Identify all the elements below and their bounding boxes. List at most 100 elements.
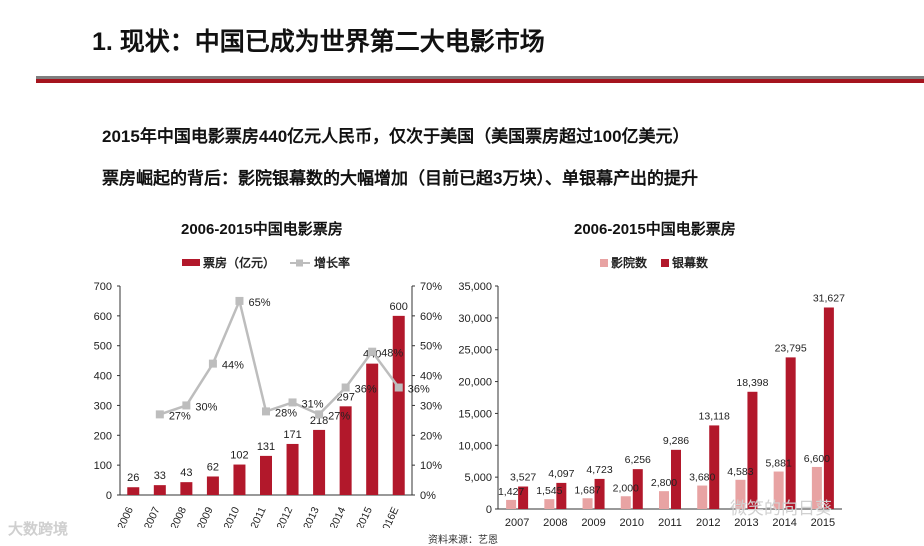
chart2-bar-screens bbox=[594, 478, 605, 509]
chart1-growth-label: 36% bbox=[408, 384, 430, 396]
chart2-x-tick-label: 2010 bbox=[620, 517, 644, 528]
chart2-y-tick-label: 20,000 bbox=[458, 377, 492, 389]
legend-swatch-bar bbox=[182, 259, 200, 266]
chart2-y-tick-label: 10,000 bbox=[458, 440, 492, 452]
chart1-growth-point bbox=[155, 410, 164, 419]
chart1-bar bbox=[392, 315, 405, 495]
chart1-x-tick-label: 2010 bbox=[221, 505, 242, 528]
chart1-bar-label: 600 bbox=[390, 301, 408, 313]
chart1-legend-revenue: 票房（亿元） bbox=[182, 254, 275, 271]
chart2-label-cinemas: 6,600 bbox=[804, 453, 830, 465]
watermark-right: 微笑的向日葵 bbox=[730, 499, 832, 518]
chart1-bar bbox=[339, 406, 352, 495]
legend-label-cinemas: 影院数 bbox=[611, 256, 648, 270]
chart1-x-tick-label: 2007 bbox=[142, 505, 163, 528]
chart1-y-tick-label: 600 bbox=[94, 311, 112, 323]
chart2-bar-screens bbox=[823, 307, 834, 509]
chart1-y-tick-label: 700 bbox=[94, 281, 112, 293]
chart2-label-cinemas: 4,583 bbox=[727, 466, 753, 478]
chart2-label-screens: 23,795 bbox=[775, 342, 807, 354]
chart1-bar-label: 102 bbox=[230, 450, 248, 462]
chart2-x-tick-label: 2009 bbox=[581, 517, 605, 528]
chart1-y-tick-label: 0 bbox=[106, 490, 112, 502]
chart2-x-tick-label: 2013 bbox=[734, 517, 758, 528]
summary-line-1: 2015年中国电影票房440亿元人民币，仅次于美国（美国票房超过100亿美元） bbox=[102, 127, 690, 146]
chart2-x-tick-label: 2008 bbox=[543, 517, 567, 528]
legend-label-screens: 银幕数 bbox=[672, 256, 709, 270]
chart2-y-tick-label: 15,000 bbox=[458, 408, 492, 420]
chart2-bar-screens bbox=[671, 449, 681, 509]
chart1-y2-tick-label: 0% bbox=[420, 490, 436, 502]
legend-swatch-screens bbox=[661, 258, 670, 267]
chart2-plot: 0 5,000 10,000 15,000 20,000 25,000 30,000 35,0… bbox=[458, 281, 845, 528]
legend-swatch-line bbox=[290, 259, 311, 266]
chart1-y2-tick-label: 30% bbox=[420, 400, 442, 412]
chart2-label-cinemas: 2,800 bbox=[651, 477, 677, 489]
chart1-x-tick-label: 2015 bbox=[354, 505, 375, 528]
chart1-growth-point bbox=[262, 407, 270, 416]
chart1-x-tick-label: 2014 bbox=[328, 505, 349, 528]
chart2-label-cinemas: 1,427 bbox=[498, 486, 524, 498]
chart2-bar-cinemas bbox=[659, 491, 669, 509]
chart2-bar-cinemas bbox=[735, 479, 746, 509]
source-note: 资料来源：艺恩 bbox=[428, 535, 498, 546]
chart1-y-tick-label: 400 bbox=[94, 371, 112, 383]
chart2-bar-screens bbox=[709, 425, 720, 509]
chart2-label-screens: 13,118 bbox=[699, 410, 730, 422]
chart2-label-screens: 4,097 bbox=[548, 468, 574, 480]
chart2-bar-screens bbox=[632, 469, 643, 509]
chart2-label-cinemas: 2,000 bbox=[613, 482, 639, 494]
chart2-bar-cinemas bbox=[544, 499, 555, 509]
chart1-bar-label: 33 bbox=[154, 470, 166, 482]
chart1-growth-point bbox=[235, 296, 244, 305]
chart1-bar bbox=[180, 482, 193, 495]
chart1-y2-tick-label: 10% bbox=[420, 460, 442, 472]
chart2-label-cinemas: 1,545 bbox=[536, 485, 562, 497]
chart2-bar-screens bbox=[747, 391, 758, 509]
chart1-bar-label: 43 bbox=[180, 467, 192, 479]
chart2-bar-cinemas bbox=[620, 496, 631, 509]
chart1-bar-label: 26 bbox=[127, 472, 139, 484]
chart2-label-cinemas: 3,680 bbox=[689, 472, 715, 484]
chart1-growth-label: 48% bbox=[381, 348, 403, 360]
legend-label-growth: 增长率 bbox=[314, 256, 351, 270]
chart2-legend-screens: 银幕数 bbox=[661, 254, 708, 271]
watermark-left: 大数跨境 bbox=[8, 521, 69, 538]
chart1-bar-label: 62 bbox=[207, 461, 219, 473]
chart1-growth-point bbox=[208, 359, 217, 368]
chart1-x-tick-label: 2013 bbox=[301, 505, 322, 528]
chart2-y-tick-label: 30,000 bbox=[458, 313, 492, 325]
legend-swatch-cinemas bbox=[600, 258, 608, 267]
chart1-bar-label: 218 bbox=[310, 415, 328, 427]
chart1-bar bbox=[233, 464, 246, 495]
chart2-title: 2006-2015中国电影票房 bbox=[574, 221, 736, 238]
chart2-x-tick-label: 2007 bbox=[505, 517, 529, 528]
chart1-growth-label: 30% bbox=[195, 401, 217, 413]
chart1-y2-tick-label: 50% bbox=[420, 341, 442, 353]
chart2-label-screens: 6,256 bbox=[625, 454, 651, 466]
chart1-x-tick-label: 2008 bbox=[168, 505, 189, 528]
chart2-label-cinemas: 1,687 bbox=[574, 484, 600, 496]
chart1-growth-label: 27% bbox=[328, 410, 350, 422]
chart1-legend-growth: 增长率 bbox=[289, 254, 350, 271]
chart1-x-tick-label: 2016E bbox=[378, 505, 402, 528]
chart1-growth-label: 28% bbox=[275, 407, 297, 419]
chart1-y2-tick-label: 60% bbox=[420, 311, 442, 323]
chart2-label-screens: 9,286 bbox=[663, 435, 689, 447]
chart1-x-tick-label: 2012 bbox=[275, 505, 296, 528]
chart1-plot: 0 100 200 300 400 500 600 700 0% 10% 20% 30% 40% 50% 6… bbox=[94, 281, 443, 528]
chart2-x-tick-label: 2011 bbox=[658, 517, 682, 528]
chart1-bar bbox=[127, 487, 140, 495]
chart1-growth-point bbox=[368, 347, 377, 356]
chart1-growth-label: 27% bbox=[169, 410, 191, 422]
chart1-bar-label: 297 bbox=[336, 391, 354, 403]
chart1-title: 2006-2015中国电影票房 bbox=[181, 221, 343, 238]
chart1-growth-point bbox=[394, 383, 403, 392]
chart2-bar-screens bbox=[785, 357, 796, 509]
chart1-growth-point bbox=[182, 401, 191, 410]
chart1-growth-point bbox=[341, 383, 350, 392]
chart1-bar bbox=[313, 429, 326, 495]
legend-label-revenue: 票房（亿元） bbox=[203, 256, 276, 270]
chart2-bar-cinemas bbox=[582, 498, 593, 509]
summary-line-2: 票房崛起的背后：影院银幕数的大幅增加（目前已超3万块）、单银幕产出的提升 bbox=[102, 169, 698, 188]
